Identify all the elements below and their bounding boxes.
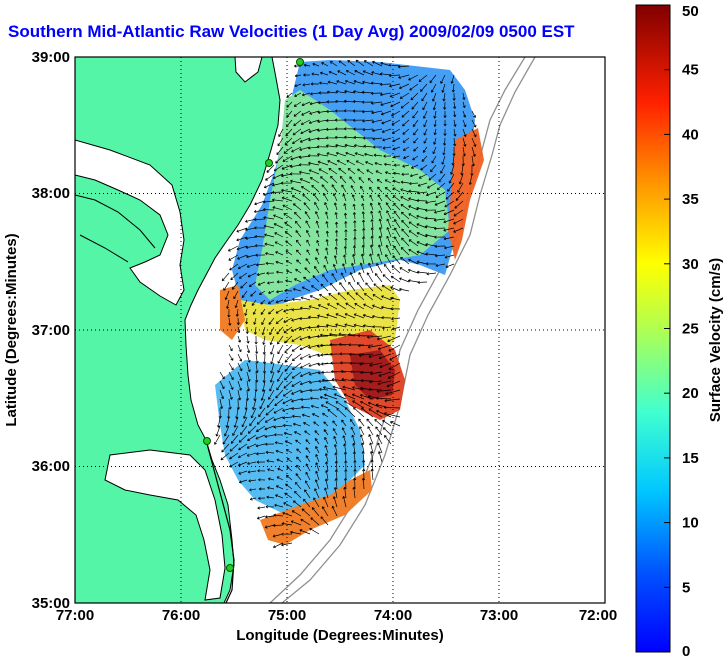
radar-stations bbox=[203, 58, 304, 572]
colorbar-tick-label: 50 bbox=[682, 3, 699, 20]
x-tick-label: 77:00 bbox=[56, 607, 94, 624]
velocity-vectors bbox=[214, 59, 477, 549]
delaware-bay bbox=[234, 57, 263, 83]
colorbar-tick-label: 30 bbox=[682, 256, 699, 273]
grid bbox=[75, 57, 605, 603]
colorbar-tick-label: 40 bbox=[682, 126, 699, 143]
radar-station bbox=[203, 437, 211, 445]
y-axis-label: Latitude (Degrees:Minutes) bbox=[3, 233, 20, 426]
colorbar-tick-label: 35 bbox=[682, 191, 699, 208]
potomac-river bbox=[75, 194, 156, 249]
outer-banks bbox=[205, 439, 235, 603]
x-tick-label: 72:00 bbox=[579, 607, 617, 624]
colorbar-tick-label: 5 bbox=[682, 579, 690, 596]
colorbar-tick-label: 25 bbox=[682, 321, 699, 338]
velocity-region-south bbox=[215, 360, 365, 512]
velocity-field bbox=[215, 60, 484, 545]
radar-station bbox=[226, 564, 234, 572]
velocity-arrows bbox=[214, 59, 477, 549]
radar-station bbox=[296, 58, 304, 66]
albemarle-pamlico-sound bbox=[104, 449, 226, 601]
plot-frame bbox=[74, 56, 606, 604]
y-tick-label: 37:00 bbox=[32, 322, 70, 339]
bathymetry-contour bbox=[281, 57, 536, 603]
colorbar-label: Surface Velocity (cm/s) bbox=[707, 258, 724, 422]
colorbar-tick-label: 20 bbox=[682, 385, 699, 402]
x-tick-label: 73:00 bbox=[480, 607, 518, 624]
y-tick-label: 38:00 bbox=[32, 185, 70, 202]
bathymetry-contour bbox=[269, 57, 526, 603]
colorbar-tick-label: 15 bbox=[682, 450, 699, 467]
map-title: Southern Mid-Atlantic Raw Velocities (1 … bbox=[8, 22, 575, 41]
y-tick-label: 35:00 bbox=[32, 595, 70, 612]
colorbar-tick-label: 0 bbox=[682, 643, 690, 659]
colorbar-tick-label: 45 bbox=[682, 62, 699, 79]
velocity-region-east-edge bbox=[448, 128, 484, 260]
rappahannock-river bbox=[79, 234, 129, 263]
x-tick-label: 74:00 bbox=[374, 607, 412, 624]
chesapeake-bay bbox=[75, 139, 185, 306]
radar-station bbox=[265, 159, 273, 167]
x-axis-label: Longitude (Degrees:Minutes) bbox=[236, 627, 444, 644]
y-tick-label: 36:00 bbox=[32, 458, 70, 475]
colorbar-tick-label: 10 bbox=[682, 515, 699, 532]
y-tick-label: 39:00 bbox=[32, 49, 70, 66]
x-tick-label: 76:00 bbox=[162, 607, 200, 624]
x-tick-label: 75:00 bbox=[268, 607, 306, 624]
